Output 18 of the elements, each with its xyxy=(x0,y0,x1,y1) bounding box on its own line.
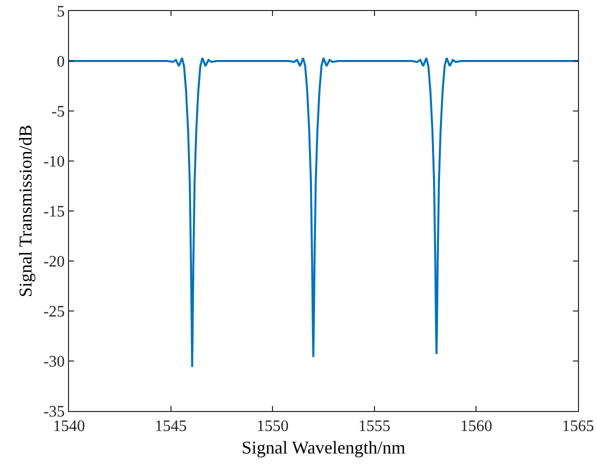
y-tick-label: 5 xyxy=(56,4,65,21)
y-tick-label: -20 xyxy=(43,254,65,271)
x-tick-label: 1540 xyxy=(53,418,85,436)
y-tick-label: -30 xyxy=(43,354,65,371)
y-tick-label: -15 xyxy=(43,204,65,221)
y-tick-label: -25 xyxy=(43,304,65,321)
line-series xyxy=(69,57,578,368)
x-axis-title: Signal Wavelength/nm xyxy=(242,437,406,458)
y-tick-label: -10 xyxy=(43,154,65,171)
x-tick-label: 1565 xyxy=(562,418,594,436)
y-tick-label: -5 xyxy=(51,104,65,121)
y-tick-label: -35 xyxy=(43,404,65,421)
y-tick-label: 0 xyxy=(56,54,65,71)
x-tick-label: 1555 xyxy=(358,418,390,436)
x-tick-label: 1560 xyxy=(460,418,492,436)
x-tick-label: 1545 xyxy=(154,418,187,436)
x-tick-label: 1550 xyxy=(256,418,289,436)
y-axis-title: Signal Transmission/dB xyxy=(16,124,36,298)
